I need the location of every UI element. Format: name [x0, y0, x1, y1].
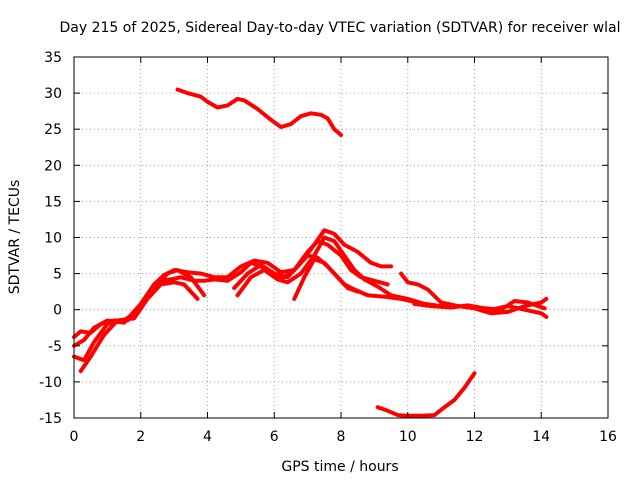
y-tick-label: 5	[53, 267, 62, 283]
y-tick-label: 15	[44, 194, 62, 210]
y-tick-label: -5	[48, 339, 62, 355]
x-tick-labels: 0 2 4 6 8 10 12 14 16	[70, 429, 617, 445]
x-tick-label: 6	[270, 429, 279, 445]
series-line-arc-d	[78, 280, 200, 374]
x-tick-label: 10	[399, 429, 417, 445]
x-tick-label: 2	[136, 429, 145, 445]
y-tick-label: -10	[39, 375, 62, 391]
series-line-arc-a	[72, 253, 360, 340]
series-line-arc-g	[292, 257, 549, 319]
chart-title: Day 215 of 2025, Sidereal Day-to-day VTE…	[59, 20, 620, 36]
x-tick-label: 12	[466, 429, 484, 445]
y-tick-labels: -15 -10 -5 0 5 10 15 20 25 30 35	[39, 50, 62, 427]
axis-ticks	[73, 56, 609, 419]
series-line-arc-high	[175, 87, 343, 137]
series-group	[72, 87, 549, 418]
series-line-arc-f	[232, 228, 394, 290]
x-tick-label: 4	[203, 429, 212, 445]
y-tick-label: 0	[53, 303, 62, 319]
series-line-arc-i	[412, 299, 547, 312]
x-tick-label: 8	[337, 429, 346, 445]
x-tick-label: 14	[532, 429, 550, 445]
y-tick-label: 25	[44, 122, 62, 138]
y-tick-label: -15	[39, 411, 62, 427]
grid	[74, 57, 608, 418]
x-tick-label: 0	[70, 429, 79, 445]
x-tick-label: 16	[599, 429, 617, 445]
y-axis-label: SDTVAR / TECUs	[7, 180, 23, 295]
y-tick-label: 10	[44, 231, 62, 247]
x-axis-label: GPS time / hours	[281, 459, 398, 475]
series-line-arc-low	[375, 371, 477, 418]
y-tick-label: 30	[44, 86, 62, 102]
y-tick-label: 20	[44, 158, 62, 174]
y-tick-label: 35	[44, 50, 62, 66]
